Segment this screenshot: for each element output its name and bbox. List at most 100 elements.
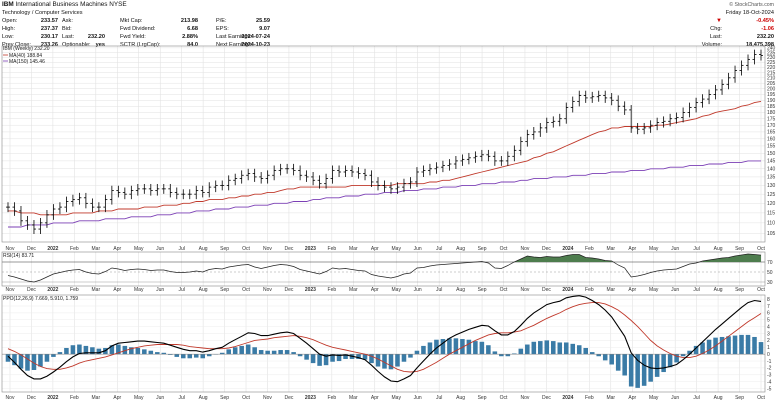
stat-value: 213.98 (180, 18, 198, 24)
ohlc-bar (707, 89, 712, 105)
stat-label: Ask: (62, 18, 73, 24)
ppo-histogram-bar (135, 347, 141, 355)
ppo-histogram-bar (122, 345, 128, 355)
x-tick-label: Dec (284, 246, 293, 252)
x-tick-label: Apr (371, 395, 379, 400)
x-tick-label: Nov (263, 287, 272, 293)
x-tick-label: 2024 (562, 395, 573, 400)
ppo-histogram-bar (64, 347, 69, 355)
rsi-line (7, 253, 762, 283)
stat-mktcap: Mkt Cap: 213.98 (120, 17, 198, 25)
ppo-histogram-bar (226, 349, 231, 355)
x-tick-label: Nov (521, 246, 530, 252)
x-tick-label: Nov (263, 246, 272, 252)
x-tick-label: Jun (671, 287, 679, 293)
x-tick-label: 2023 (305, 246, 316, 252)
ohlc-bar (661, 116, 666, 128)
ohlc-bar (577, 90, 582, 107)
ppo-histogram-bar (609, 354, 614, 365)
x-tick-label: Oct (757, 395, 765, 400)
x-tick-label: Jul (178, 287, 184, 293)
stat-label: Fwd Dividend: (120, 26, 156, 32)
ppo-histogram-bar (732, 335, 738, 355)
price-tick-label: 120 (767, 201, 776, 207)
ohlc-bar (200, 185, 205, 198)
ppo-histogram-bar (693, 345, 699, 355)
x-tick-label: Apr (113, 246, 121, 252)
ohlc-bar (168, 183, 173, 198)
x-tick-label: Oct (757, 246, 765, 252)
ohlc-bar (343, 165, 348, 177)
rsi-tick-label: 50 (767, 270, 773, 276)
ohlc-bar (376, 177, 381, 191)
ppo-histogram-bar (719, 336, 725, 355)
ohlc-bar (447, 159, 452, 171)
x-tick-label: Jul (436, 287, 442, 293)
x-tick-label: Oct (242, 287, 250, 293)
ohlc-bar (486, 149, 491, 162)
ohlc-bar (583, 90, 588, 103)
x-tick-label: Feb (70, 287, 79, 293)
exchange-name: NYSE (109, 1, 127, 8)
x-tick-label: Dec (542, 246, 551, 252)
ohlc-bar (6, 202, 10, 213)
ppo-histogram-bar (505, 354, 511, 357)
ppo-histogram-bar (297, 354, 303, 357)
ppo-histogram-bar (667, 354, 673, 368)
price-tick-label: 195 (767, 92, 776, 98)
price-tick-label: 225 (767, 60, 776, 66)
ppo-histogram-bar (252, 347, 257, 355)
ma150-legend: MA(150) 145.46 (9, 59, 45, 65)
x-tick-label: Sep (735, 395, 744, 400)
stat-nextearnings: Next Earnings: 2024-10-23 (216, 41, 270, 49)
ppo-histogram-bar (193, 354, 199, 358)
x-tick-label: Sep (478, 287, 487, 293)
stat-optionable: Optionable: yes (62, 41, 105, 49)
sector-label: Technology / Computer Services (2, 10, 83, 16)
price-panel-frame (1, 45, 766, 243)
ppo-histogram-bar (161, 352, 167, 355)
ohlc-bar (109, 185, 114, 205)
x-tick-label: Aug (199, 395, 208, 400)
ppo-histogram-bar (486, 345, 491, 355)
x-tick-label: Feb (328, 287, 337, 293)
stat-label: Last: (62, 34, 75, 40)
ohlc-bar (324, 173, 329, 189)
ppo-histogram-bar (628, 354, 634, 387)
ohlc-bar (635, 122, 640, 135)
x-tick-label: May (134, 395, 144, 400)
x-tick-label: Dec (284, 395, 293, 400)
ohlc-bar (700, 94, 705, 108)
x-tick-label: 2024 (562, 287, 573, 293)
ohlc-bar (421, 165, 426, 177)
rsi-legend: RSI(14) 83.71 (3, 253, 34, 259)
ppo-histogram-bar (674, 354, 679, 363)
x-tick-label: Dec (27, 395, 36, 400)
stat-value: 232.20 (87, 34, 105, 40)
ppo-histogram-bar (278, 350, 283, 355)
ohlc-bar (272, 165, 277, 181)
stat-value: 2.88% (182, 34, 198, 40)
ohlc-bar (564, 102, 569, 124)
ppo-histogram-bar (602, 354, 608, 361)
ppo-histogram-bar (51, 354, 56, 357)
x-tick-label: Aug (456, 287, 465, 293)
x-tick-label: Mar (606, 395, 615, 400)
x-tick-label: Sep (220, 287, 229, 293)
stat-value: 237.37 (40, 26, 58, 32)
ohlc-bar (492, 151, 497, 166)
x-tick-label: May (392, 246, 402, 252)
price-panel: 1051101151201251301351401451501551601651… (1, 45, 776, 243)
ohlc-bar (116, 185, 121, 198)
ppo-histogram-bar (291, 352, 296, 355)
ppo-histogram-bar (245, 344, 251, 355)
ppo-histogram-bar (343, 354, 348, 359)
ohlc-bar (505, 151, 510, 166)
stat-prevclose: Prev Close: 233.26 (2, 41, 58, 49)
ppo-histogram-bar (589, 352, 595, 355)
quote-title: IBM International Business Machines NYSE (2, 1, 127, 9)
x-tick-label: Nov (6, 395, 15, 400)
price-tick-label: 115 (767, 211, 775, 217)
ohlc-bar (350, 165, 355, 177)
ohlc-bar (414, 167, 419, 187)
